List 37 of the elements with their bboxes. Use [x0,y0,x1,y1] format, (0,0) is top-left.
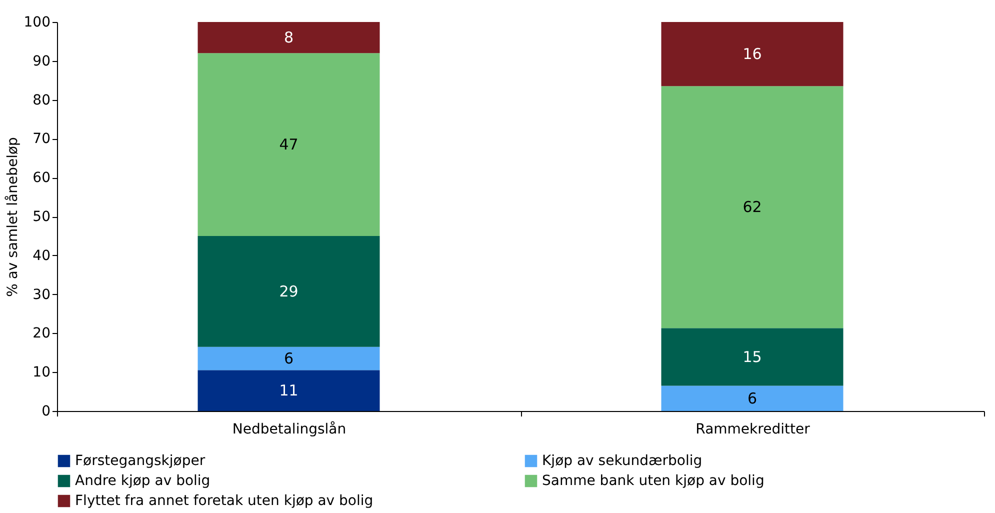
legend-label: Kjøp av sekundærbolig [542,453,702,469]
y-tick-label: 90 [32,53,50,70]
bar [198,236,380,347]
data-label: 62 [742,198,762,216]
y-tick-label: 60 [32,170,50,186]
y-tick-label: 100 [24,14,50,30]
data-label: 16 [742,45,762,64]
data-label: 6 [747,389,758,408]
data-label: 6 [284,349,294,368]
data-label: 15 [742,348,762,366]
bar [661,22,844,86]
x-tick-label: Nedbetalingslån [232,420,346,438]
bar [198,22,380,54]
y-tick-label: 20 [32,326,50,342]
y-axis-title: % av samlet lånebeløp [4,136,21,297]
y-tick-label: 10 [32,364,50,381]
bar [661,386,844,411]
legend-label: Flyttet fra annet foretak uten kjøp av bolig [75,493,374,509]
data-label: 11 [279,382,298,400]
y-tick-label: 80 [32,92,50,108]
legend-label: Andre kjøp av bolig [75,473,210,489]
bar [661,86,844,328]
y-tick-label: 30 [32,286,50,303]
bar [198,53,380,236]
bar [198,346,380,370]
y-tick-label: 40 [32,248,50,264]
x-tick-label: Rammekreditter [696,422,810,438]
y-tick-label: 50 [32,209,50,225]
data-label: 29 [279,282,298,300]
legend-label: Førstegangskjøper [75,453,206,469]
data-label: 47 [279,136,298,154]
y-tick-label: 70 [32,131,50,148]
bar [661,328,844,386]
legend-label: Samme bank uten kjøp av bolig [542,473,764,489]
y-tick-label: 0 [42,404,50,420]
data-label: 8 [284,28,294,47]
bar [198,370,380,411]
